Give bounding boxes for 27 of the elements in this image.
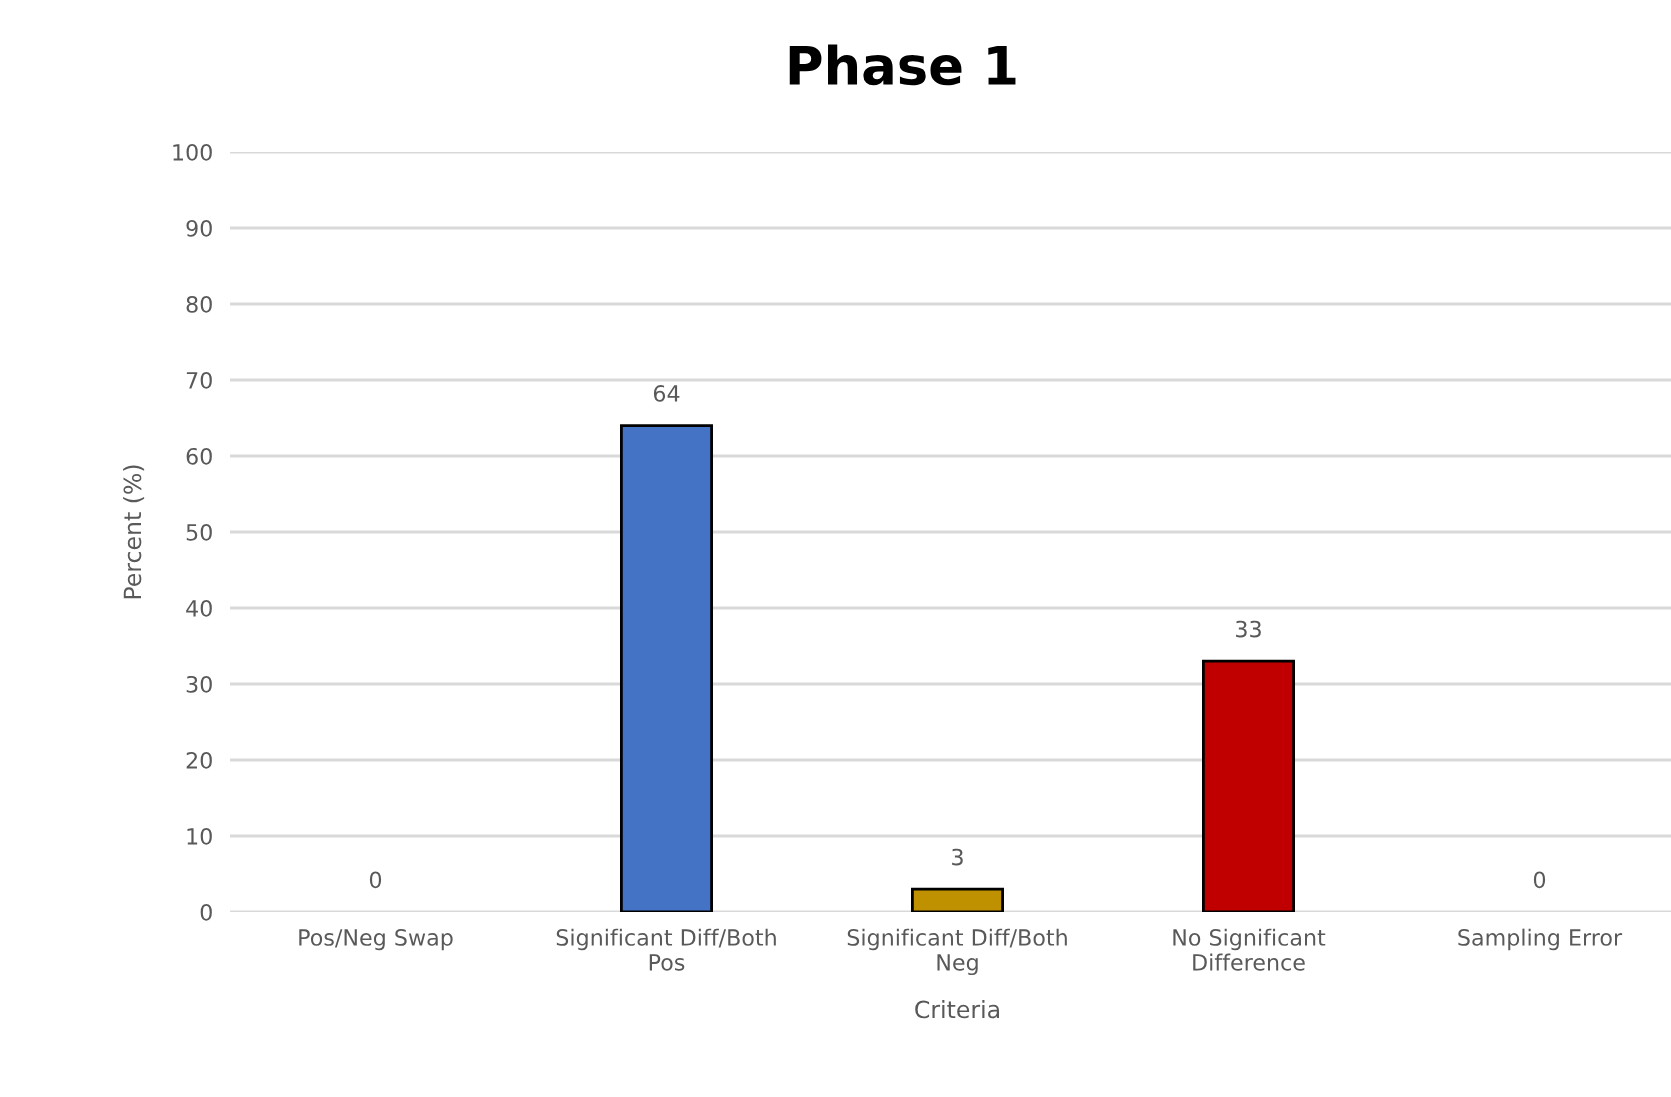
y-tick-label: 80 [186,295,212,313]
bar [620,424,713,912]
data-label: 0 [369,871,382,889]
y-tick-label: 60 [186,447,212,465]
chart-title: Phase 1 [789,44,1016,86]
data-label: 3 [952,848,963,866]
data-label: 0 [1533,871,1546,889]
data-label: 33 [1236,620,1261,638]
bar [911,887,1004,912]
y-tick-label: 10 [187,827,212,845]
data-label: 64 [653,385,680,402]
y-tick-label: 50 [186,523,212,541]
x-tick-label: Significant Diff/Both Pos [556,928,776,971]
y-tick-label: 0 [200,903,212,921]
y-tick-label: 70 [186,371,212,389]
x-tick-label: Sampling Error [1458,928,1623,951]
y-tick-label: 90 [186,219,212,237]
y-tick-label: 40 [186,599,212,617]
x-tick-label: Pos/Neg Swap [299,929,453,951]
x-tick-label: No Significant Difference [1173,928,1326,971]
y-axis-title: Percent (%) [123,465,145,599]
x-axis-title: Criteria [915,1000,999,1019]
bar [1202,659,1295,912]
x-tick-label: Significant Diff/Both Neg [847,928,1067,976]
y-tick-label: 30 [186,675,212,693]
y-tick-label: 100 [173,143,212,161]
y-tick-label: 20 [186,751,212,769]
